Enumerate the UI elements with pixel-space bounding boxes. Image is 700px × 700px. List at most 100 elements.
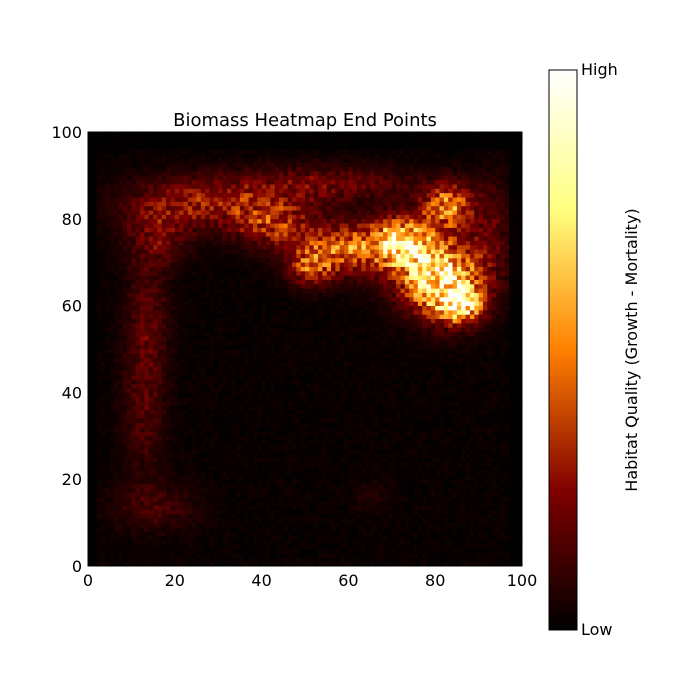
heatmap-cell — [344, 548, 349, 554]
heatmap-cell — [313, 513, 319, 519]
heatmap-cell — [387, 440, 393, 445]
heatmap-cell — [500, 496, 506, 502]
heatmap-cell — [179, 422, 184, 428]
heatmap-cell — [443, 353, 449, 359]
heatmap-cell — [487, 383, 493, 389]
heatmap-cell — [244, 539, 249, 545]
heatmap-cell — [153, 535, 158, 541]
heatmap-cell — [109, 505, 115, 510]
heatmap-cell — [495, 461, 501, 467]
heatmap-cell — [187, 375, 193, 380]
heatmap-cell — [348, 375, 354, 380]
heatmap-cell — [344, 401, 349, 406]
heatmap-cell — [378, 383, 384, 389]
heatmap-cell — [296, 383, 302, 389]
heatmap-cell — [452, 366, 458, 372]
heatmap-cell — [174, 448, 180, 454]
heatmap-cell — [322, 548, 328, 554]
heatmap-cell — [192, 379, 197, 385]
heatmap-cell — [153, 405, 158, 411]
heatmap-cell — [500, 500, 506, 506]
heatmap-cell — [517, 396, 523, 402]
heatmap-cell — [352, 383, 358, 389]
heatmap-cell — [118, 405, 124, 411]
heatmap-cell — [278, 349, 284, 354]
heatmap-cell — [439, 470, 445, 476]
heatmap-cell — [140, 461, 145, 467]
heatmap-cell — [183, 513, 189, 519]
heatmap-cell — [305, 379, 310, 385]
heatmap-cell — [400, 474, 406, 480]
heatmap-cell — [127, 457, 132, 463]
heatmap-cell — [331, 379, 336, 385]
heatmap-cell — [114, 418, 119, 424]
heatmap-cell — [439, 544, 445, 550]
heatmap-cell — [500, 522, 506, 528]
heatmap-cell — [257, 362, 262, 367]
heatmap-cell — [430, 461, 436, 467]
heatmap-cell — [131, 379, 137, 385]
heatmap-cell — [370, 401, 375, 406]
heatmap-cell — [235, 518, 241, 523]
heatmap-cell — [478, 492, 484, 497]
heatmap-cell — [296, 379, 302, 385]
heatmap-cell — [291, 388, 297, 393]
heatmap-cell — [300, 561, 306, 567]
heatmap-cell — [278, 379, 284, 385]
heatmap-cell — [435, 492, 440, 497]
heatmap-cell — [417, 552, 423, 558]
heatmap-cell — [127, 414, 132, 419]
heatmap-cell — [322, 448, 328, 454]
heatmap-cell — [331, 392, 336, 398]
heatmap-cell — [174, 409, 180, 415]
heatmap-cell — [135, 561, 141, 567]
heatmap-cell — [274, 414, 280, 419]
heatmap-cell — [413, 561, 419, 567]
heatmap-cell — [287, 522, 293, 528]
heatmap-cell — [352, 544, 358, 550]
heatmap-cell — [252, 535, 258, 541]
heatmap-cell — [222, 500, 228, 506]
heatmap-cell — [339, 366, 345, 372]
heatmap-cell — [231, 522, 236, 528]
heatmap-cell — [348, 396, 354, 402]
heatmap-cell — [226, 388, 232, 393]
heatmap-cell — [114, 405, 119, 411]
heatmap-cell — [495, 479, 501, 484]
heatmap-cell — [396, 561, 401, 567]
heatmap-cell — [88, 379, 93, 385]
heatmap-cell — [148, 444, 154, 450]
heatmap-cell — [118, 414, 124, 419]
heatmap-cell — [352, 487, 358, 493]
heatmap-cell — [504, 522, 510, 528]
heatmap-cell — [517, 409, 523, 415]
heatmap-cell — [105, 422, 111, 428]
heatmap-cell — [218, 531, 223, 537]
heatmap-cell — [179, 370, 184, 376]
heatmap-cell — [183, 383, 189, 389]
heatmap-cell — [239, 357, 245, 363]
heatmap-cell — [283, 522, 289, 528]
heatmap-cell — [261, 492, 267, 497]
heatmap-cell — [478, 474, 484, 480]
heatmap-cell — [252, 357, 258, 363]
heatmap-cell — [448, 418, 453, 424]
heatmap-cell — [335, 518, 341, 523]
heatmap-cell — [504, 505, 510, 510]
heatmap-cell — [417, 539, 423, 545]
heatmap-cell — [226, 466, 232, 471]
heatmap-cell — [287, 427, 293, 432]
heatmap-cell — [265, 388, 271, 393]
heatmap-cell — [252, 513, 258, 519]
heatmap-cell — [174, 552, 180, 558]
heatmap-cell — [318, 362, 323, 367]
heatmap-cell — [344, 357, 349, 363]
heatmap-cell — [404, 409, 410, 415]
heatmap-cell — [417, 353, 423, 359]
heatmap-cell — [231, 370, 236, 376]
heatmap-cell — [456, 379, 462, 385]
heatmap-cell — [200, 487, 206, 493]
heatmap-cell — [105, 479, 111, 484]
heatmap-cell — [244, 544, 249, 550]
heatmap-cell — [118, 409, 124, 415]
